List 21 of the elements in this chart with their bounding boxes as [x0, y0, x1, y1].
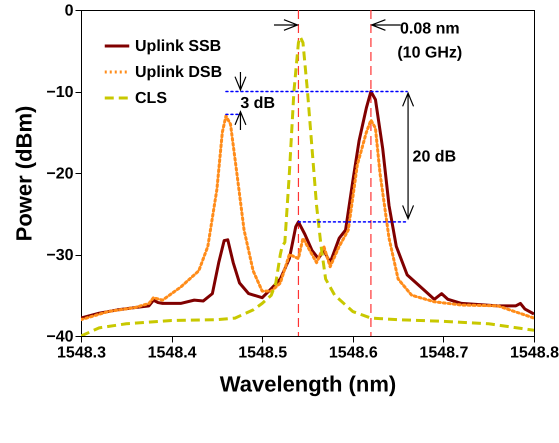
x-tick-label: 1548.4 — [148, 344, 197, 362]
annotation: 20 dB — [412, 148, 456, 166]
y-axis-title: Power (dBm) — [11, 106, 36, 242]
legend-label: Uplink DSB — [135, 64, 222, 81]
x-tick-label: 1548.3 — [57, 344, 106, 362]
y-tick-label: −20 — [46, 166, 74, 182]
x-tick-label: 1548.8 — [510, 344, 559, 362]
y-tick-label: 0 — [64, 2, 74, 20]
annotation: 3 dB — [240, 94, 276, 112]
annotation: 0.08 nm — [400, 20, 460, 38]
x-axis-title: Wavelength (nm) — [220, 372, 396, 396]
x-tick-label: 1548.6 — [328, 344, 378, 362]
x-tick-label: 1548.7 — [419, 344, 468, 362]
line-series — [81, 35, 534, 336]
x-tick-label: 1548.5 — [238, 344, 288, 362]
y-tick-label: −10 — [46, 84, 74, 101]
y-tick-label: −40 — [46, 328, 74, 346]
legend-label: CLS — [135, 90, 168, 107]
legend-label: Uplink SSB — [135, 38, 222, 55]
y-tick-label: −30 — [46, 247, 74, 264]
annotation: (10 GHz) — [397, 44, 462, 62]
